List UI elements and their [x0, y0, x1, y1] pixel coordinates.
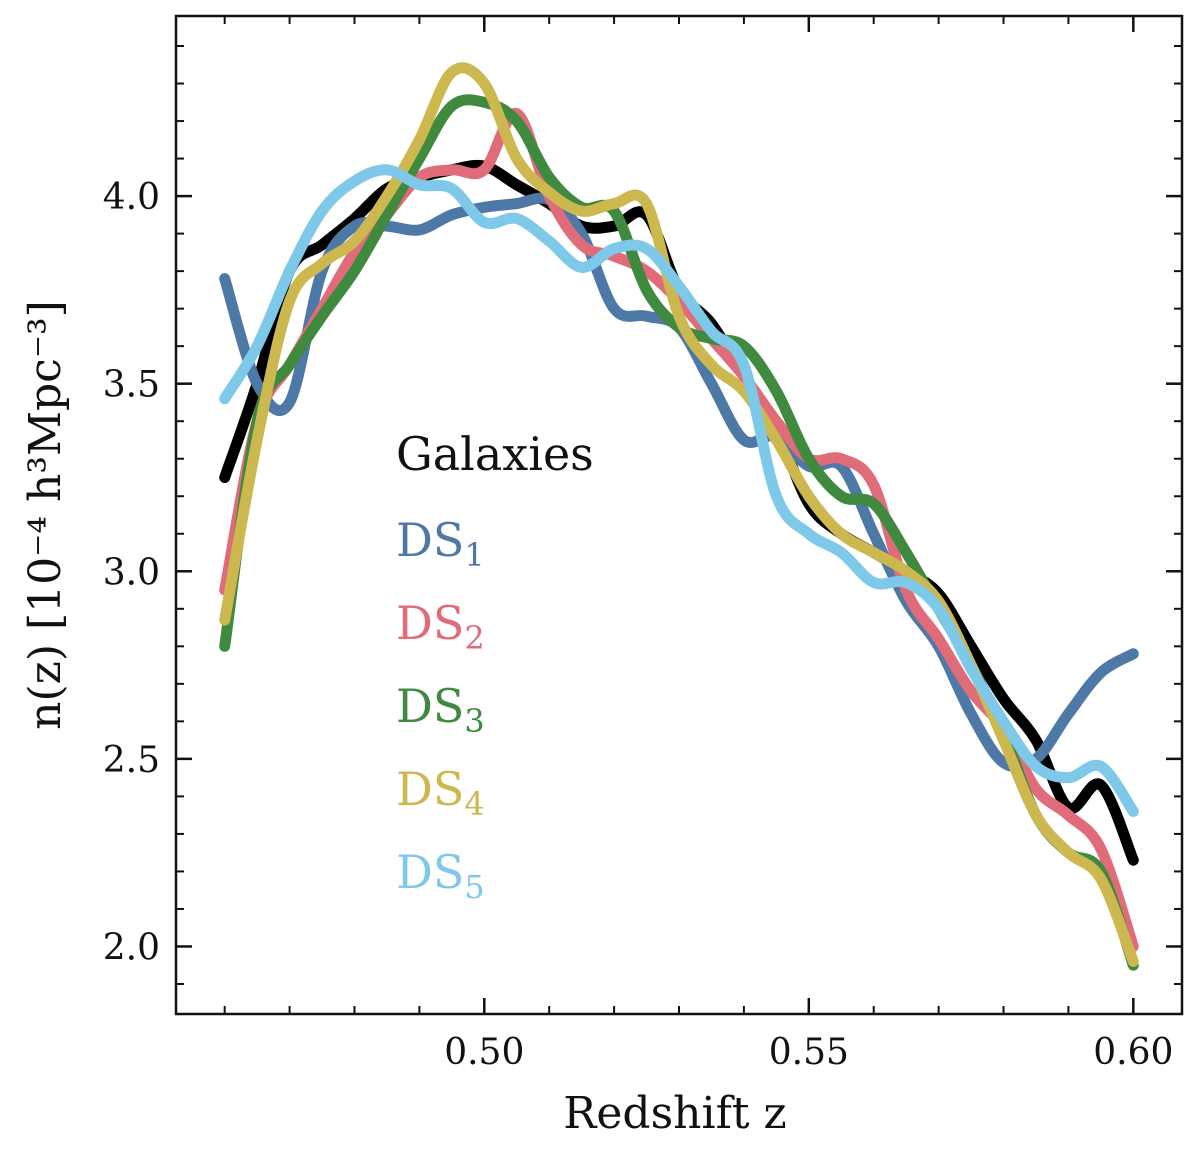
y-tick-label: 3.0 — [103, 552, 160, 593]
x-tick-label: 0.50 — [444, 1032, 524, 1073]
plot-frame — [174, 14, 1184, 1016]
tick-label-layer: 0.50 0.55 0.60 2.0 2.5 3.0 3.5 4.0 — [103, 177, 1174, 1073]
series-layer — [219, 62, 1139, 971]
legend-entry-ds4: DS4 — [396, 762, 485, 823]
legend: Galaxies DS1 DS2 DS3 DS4 DS5 — [396, 427, 594, 906]
legend-entry-ds3: DS3 — [396, 679, 485, 740]
y-axis-title: n(z) [10⁻⁴ h³Mpc⁻³] — [20, 300, 71, 730]
x-tick-label: 0.60 — [1093, 1032, 1173, 1073]
y-tick-label: 2.5 — [103, 740, 160, 781]
tick-layer — [176, 16, 1182, 1014]
legend-entry-ds2: DS2 — [396, 596, 485, 657]
legend-title: Galaxies — [396, 427, 594, 481]
legend-entry-ds5: DS5 — [396, 845, 485, 906]
y-tick-label: 4.0 — [103, 177, 160, 218]
y-tick-label: 3.5 — [103, 365, 160, 406]
x-axis-title: Redshift z — [563, 1088, 786, 1139]
series-line-ds5 — [219, 164, 1139, 817]
x-tick-label: 0.55 — [769, 1032, 849, 1073]
y-tick-label: 2.0 — [103, 927, 160, 968]
legend-entry-ds1: DS1 — [396, 513, 485, 574]
